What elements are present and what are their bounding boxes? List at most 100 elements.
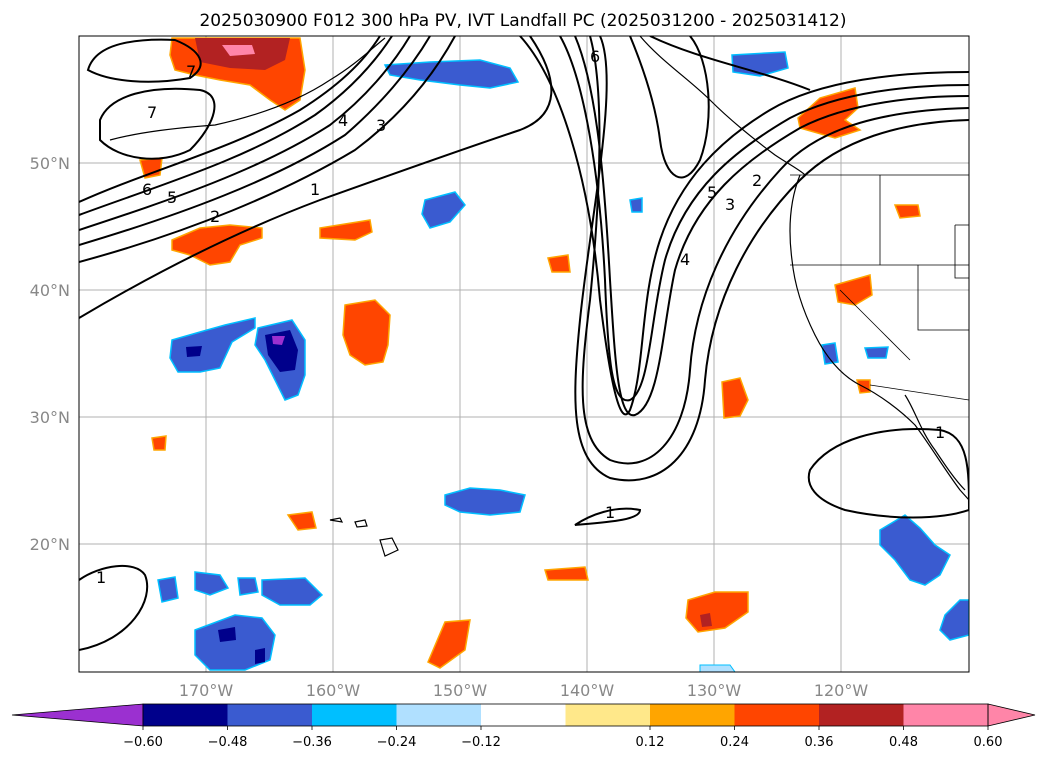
colorbar-segment bbox=[650, 704, 735, 726]
contour-label: 1 bbox=[935, 423, 945, 442]
contour-line bbox=[99, 87, 216, 160]
contour-label: 5 bbox=[707, 183, 717, 202]
pv-blob bbox=[194, 571, 230, 596]
contour-label: 6 bbox=[142, 180, 152, 199]
pv-blob bbox=[893, 204, 921, 219]
contour-line bbox=[79, 36, 411, 231]
contour-label: 2 bbox=[752, 171, 762, 190]
pv-blob bbox=[721, 377, 749, 419]
contour-line bbox=[574, 36, 969, 417]
pv-blob bbox=[427, 619, 471, 669]
contour-label: 6 bbox=[590, 47, 600, 66]
colorbar-tick-label: −0.12 bbox=[461, 735, 501, 750]
coastline bbox=[109, 37, 386, 141]
lat-label: 20°N bbox=[30, 535, 70, 554]
contour-label: 1 bbox=[96, 568, 106, 587]
pv-blob bbox=[261, 577, 324, 606]
contour-line bbox=[79, 36, 553, 319]
colorbar-segment bbox=[481, 704, 566, 726]
lon-label: 120°W bbox=[814, 681, 869, 700]
contour-label: 5 bbox=[167, 188, 177, 207]
contour-line bbox=[79, 36, 393, 216]
map-title: 2025030900 F012 300 hPa PV, IVT Landfall… bbox=[199, 11, 846, 31]
pv-blob bbox=[342, 299, 391, 366]
coastline bbox=[329, 517, 399, 557]
contour-label: 7 bbox=[147, 103, 157, 122]
pv-blob bbox=[544, 566, 589, 581]
pv-blob bbox=[421, 191, 466, 229]
contour-label: 1 bbox=[310, 180, 320, 199]
contour-label: 1 bbox=[605, 503, 615, 522]
colorbar-tick-label: 0.12 bbox=[636, 735, 665, 750]
contour-line bbox=[79, 36, 456, 263]
coastline bbox=[789, 174, 969, 501]
colorbar-extend-high bbox=[987, 703, 1036, 727]
latitude-labels: 50°N 40°N 30°N 20°N bbox=[30, 154, 70, 554]
contour-line bbox=[629, 36, 710, 179]
pv-blob bbox=[151, 435, 167, 451]
pv-blob bbox=[444, 487, 526, 516]
colorbar-segment bbox=[227, 704, 312, 726]
colorbar-extend-low bbox=[11, 703, 144, 727]
contour-line bbox=[79, 36, 381, 203]
colorbar-tick-label: −0.24 bbox=[377, 735, 417, 750]
pv-blob bbox=[879, 514, 951, 586]
colorbar: −0.60 −0.48 −0.36 −0.24 −0.12 0.12 0.24 0.36 0.4… bbox=[11, 703, 1036, 750]
contour-label: 7 bbox=[186, 62, 196, 81]
border-line bbox=[917, 265, 969, 331]
colorbar-tick-label: −0.60 bbox=[123, 735, 163, 750]
colorbar-outline bbox=[142, 703, 989, 727]
colorbar-segment bbox=[396, 704, 481, 726]
pv-blob bbox=[797, 87, 862, 139]
map-panel: 7 7 6 5 4 3 2 1 6 5 4 3 2 1 1 1 bbox=[78, 35, 970, 673]
contour-line bbox=[581, 36, 969, 465]
colorbar-segment bbox=[565, 704, 650, 726]
pv-blob bbox=[186, 346, 202, 357]
colorbar-tick-label: −0.48 bbox=[208, 735, 248, 750]
map-frame bbox=[78, 35, 970, 673]
pv-blob bbox=[547, 254, 571, 273]
border-line bbox=[954, 224, 969, 279]
colorbar-tick-label: 0.48 bbox=[889, 735, 918, 750]
lon-label: 170°W bbox=[179, 681, 234, 700]
lat-label: 30°N bbox=[30, 408, 70, 427]
contour-line bbox=[519, 36, 969, 416]
pv-blob bbox=[700, 613, 712, 627]
colorbar-segment bbox=[312, 704, 397, 726]
colorbar-tick-label: 0.36 bbox=[805, 735, 834, 750]
contour-line bbox=[574, 36, 969, 482]
colorbar-segment bbox=[819, 704, 904, 726]
contour-line bbox=[574, 507, 642, 526]
pv-blob bbox=[157, 576, 179, 603]
pv-blob bbox=[864, 346, 889, 359]
contour-line bbox=[649, 36, 811, 91]
colorbar-segment bbox=[734, 704, 819, 726]
colorbar-segment bbox=[903, 704, 988, 726]
pv-blob bbox=[255, 648, 265, 664]
pv-blob bbox=[383, 59, 520, 89]
contour-label: 3 bbox=[376, 116, 386, 135]
contour-label: 3 bbox=[725, 195, 735, 214]
pv-blob bbox=[272, 336, 285, 345]
pv-blob bbox=[834, 274, 873, 306]
pv-blob bbox=[319, 219, 373, 241]
contour-labels: 7 7 6 5 4 3 2 1 6 5 4 3 2 1 1 1 bbox=[96, 47, 945, 587]
political-borders bbox=[790, 174, 969, 401]
lon-label: 130°W bbox=[687, 681, 742, 700]
contour-line bbox=[79, 564, 149, 651]
border-line bbox=[869, 384, 969, 401]
pv-blob bbox=[939, 599, 969, 641]
lat-label: 50°N bbox=[30, 154, 70, 173]
colorbar-tick-label: −0.36 bbox=[292, 735, 332, 750]
border-line bbox=[839, 289, 911, 361]
contour-line bbox=[79, 36, 431, 246]
map-background bbox=[79, 36, 969, 672]
contour-line bbox=[559, 36, 969, 402]
lon-label: 140°W bbox=[560, 681, 615, 700]
coastline bbox=[639, 36, 806, 176]
pv-blob bbox=[237, 577, 259, 596]
pv-blob bbox=[699, 664, 736, 672]
colorbar-tick-label: 0.24 bbox=[720, 735, 749, 750]
contour-label: 4 bbox=[680, 250, 690, 269]
